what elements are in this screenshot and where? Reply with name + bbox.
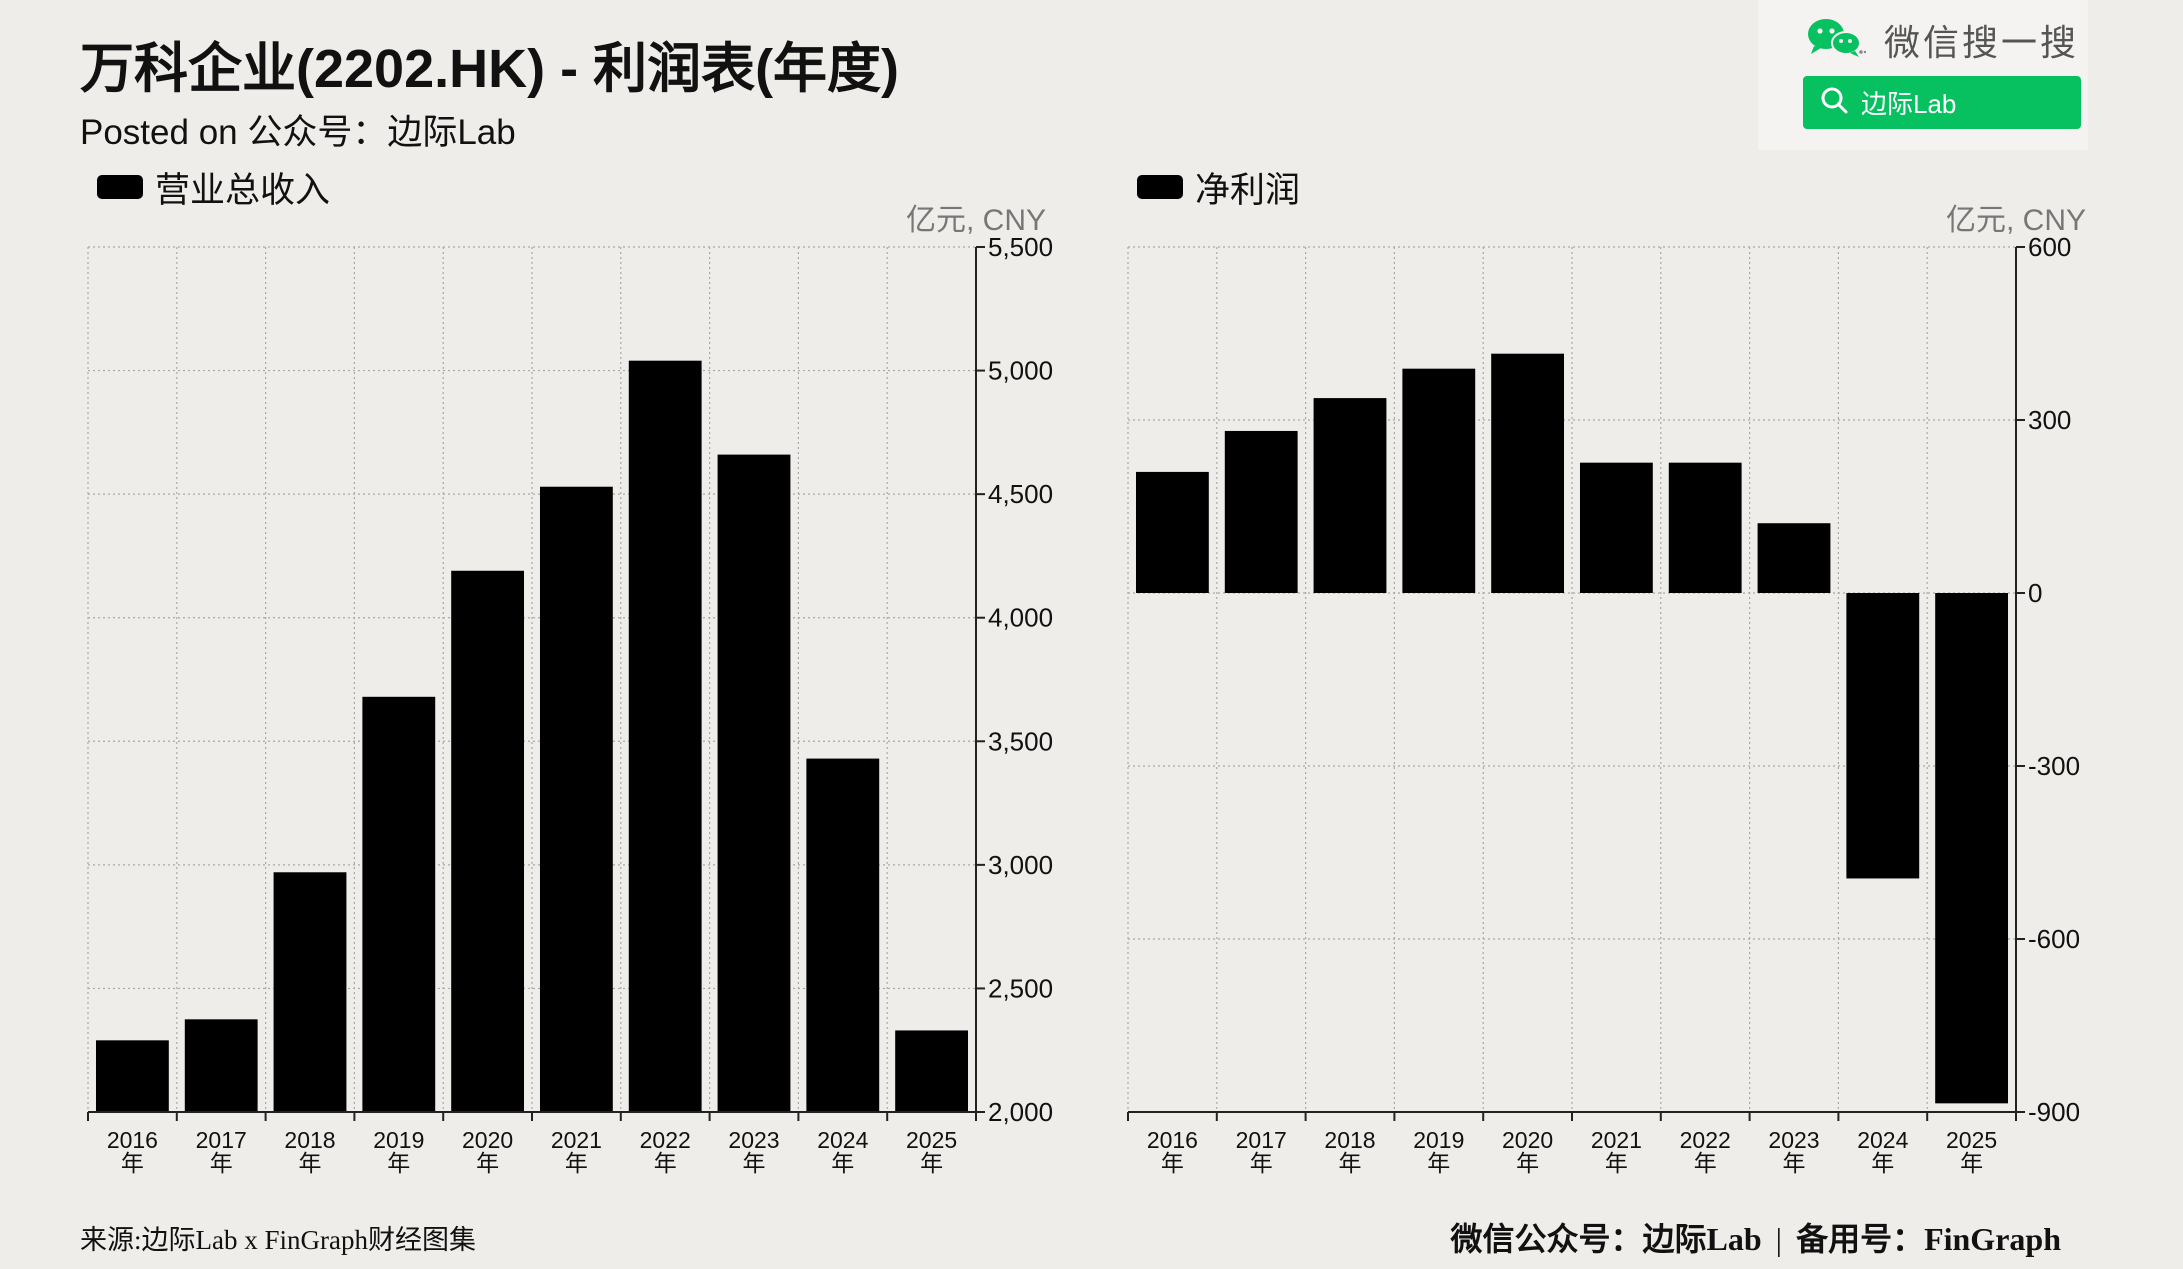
x-tick-label-2024年: 2024 年	[1857, 1127, 1908, 1176]
chart-revenue: 2016 年 2017 年 2018 年 2019 年 2020 年 2021 年 2022 年 2023 年…	[87, 204, 1053, 1176]
search-button[interactable]: 边际Lab	[1803, 76, 2081, 129]
footer-source: 来源:边际Lab x FinGraph财经图集	[80, 1225, 476, 1255]
x-tick-label-2016年: 2016 年	[1147, 1127, 1198, 1176]
x-tick-label-2016年: 2016 年	[107, 1127, 158, 1176]
x-tick-label-2023年: 2023 年	[1768, 1127, 1819, 1176]
bar-2017年	[184, 1019, 258, 1112]
footer-separator: |	[1775, 1221, 1783, 1257]
x-tick-label-2022年: 2022 年	[640, 1127, 691, 1176]
y-tick-label: -300	[2028, 751, 2080, 781]
y-tick-label: 2,500	[988, 973, 1053, 1003]
x-tick-label-2018年: 2018 年	[1324, 1127, 1375, 1176]
y-tick-label: 4,000	[988, 603, 1053, 633]
bar-2022年	[1668, 462, 1742, 593]
y-tick-label: 600	[2028, 232, 2071, 262]
bar-2018年	[273, 872, 347, 1112]
search-button-label: 边际Lab	[1861, 89, 1957, 119]
legend-revenue: 营业总收入	[97, 165, 330, 210]
x-tick-label-2021年: 2021 年	[551, 1127, 602, 1176]
x-tick-label-2020年: 2020 年	[462, 1127, 513, 1176]
footer-account: 微信公众号：边际Lab	[1450, 1221, 1762, 1257]
x-tick-label-2024年: 2024 年	[817, 1127, 868, 1176]
x-tick-label-2017年: 2017 年	[196, 1127, 247, 1176]
page-subtitle: Posted on 公众号：边际Lab	[80, 113, 516, 152]
bar-2016年	[1135, 471, 1209, 593]
bar-2022年	[628, 360, 702, 1113]
x-tick-label-2019年: 2019 年	[373, 1127, 424, 1176]
x-tick-label-2022年: 2022 年	[1680, 1127, 1731, 1176]
legend-label-revenue: 营业总收入	[155, 170, 331, 210]
footer-backup: 备用号：FinGraph	[1796, 1221, 2061, 1257]
bar-2017年	[1224, 430, 1298, 593]
page-title: 万科企业(2202.HK) - 利润表(年度)	[80, 39, 900, 99]
legend-swatch-net-profit	[1137, 175, 1183, 199]
y-tick-label: 5,000	[988, 356, 1053, 386]
bar-2025年	[1935, 593, 2009, 1104]
chart-net-profit: 2016 年 2017 年 2018 年 2019 年 2020 年 2021 年 2022 年 2023 年…	[1127, 204, 2086, 1176]
bar-2021年	[539, 486, 613, 1112]
bar-2021年	[1579, 462, 1653, 593]
x-tick-label-2025年: 2025 年	[1946, 1127, 1997, 1176]
y-tick-label: 3,000	[988, 850, 1053, 880]
y-tick-label: 300	[2028, 405, 2071, 435]
search-icon	[1819, 85, 1849, 120]
x-tick-label-2021年: 2021 年	[1591, 1127, 1642, 1176]
bar-2023年	[1757, 523, 1831, 593]
wechat-icon	[1806, 16, 1867, 65]
bar-2024年	[806, 758, 880, 1112]
unit-label: 亿元, CNY	[1946, 204, 2086, 237]
x-tick-label-2017年: 2017 年	[1236, 1127, 1287, 1176]
bar-2020年	[451, 570, 525, 1112]
legend-swatch-revenue	[97, 175, 143, 199]
legend-label-net-profit: 净利润	[1195, 170, 1301, 210]
x-tick-label-2019年: 2019 年	[1413, 1127, 1464, 1176]
bar-2018年	[1313, 398, 1387, 593]
y-tick-label: -600	[2028, 924, 2080, 954]
x-tick-label-2025年: 2025 年	[906, 1127, 957, 1176]
footer-credits: 微信公众号：边际Lab | 备用号：FinGraph	[1451, 1214, 2062, 1260]
bar-2019年	[362, 696, 436, 1112]
x-tick-label-2018年: 2018 年	[284, 1127, 335, 1176]
bar-2023年	[717, 454, 791, 1113]
bar-2020年	[1491, 353, 1565, 593]
unit-label: 亿元, CNY	[906, 204, 1046, 237]
y-tick-label: 4,500	[988, 479, 1053, 509]
y-tick-label: 0	[2028, 578, 2042, 608]
x-tick-label-2023年: 2023 年	[728, 1127, 779, 1176]
wechat-search-header: 微信搜一搜	[1806, 12, 2079, 68]
x-tick-label-2020年: 2020 年	[1502, 1127, 1553, 1176]
y-tick-label: 2,000	[988, 1097, 1053, 1127]
y-tick-label: -900	[2028, 1097, 2080, 1127]
bar-2019年	[1402, 368, 1476, 593]
bar-2024年	[1846, 593, 1920, 879]
legend-net-profit: 净利润	[1137, 165, 1300, 210]
bar-2016年	[95, 1040, 169, 1112]
y-tick-label: 5,500	[988, 232, 1053, 262]
y-tick-label: 3,500	[988, 726, 1053, 756]
bar-2025年	[895, 1030, 969, 1112]
wechat-search-label: 微信搜一搜	[1884, 22, 2080, 63]
